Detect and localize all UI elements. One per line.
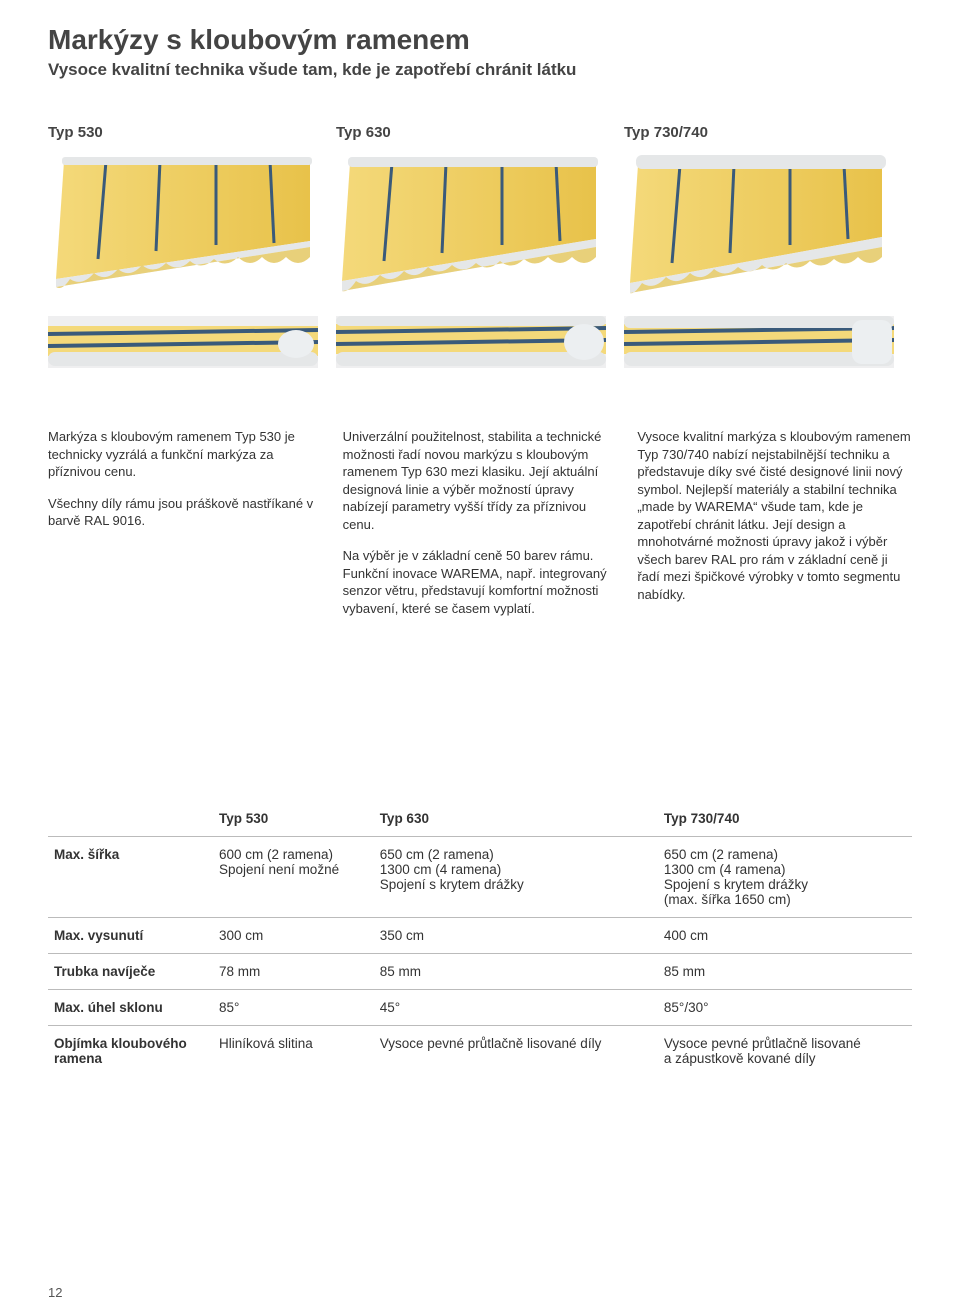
row-max-sirka: Max. šířka 600 cm (2 ramena) Spojení nen… xyxy=(48,837,912,918)
th-730: Typ 730/740 xyxy=(658,801,912,837)
cell: 650 cm (2 ramena) 1300 cm (4 ramena) Spo… xyxy=(658,837,912,918)
cell: 85 mm xyxy=(658,954,912,990)
row-label: Max. šířka xyxy=(48,837,213,918)
th-empty xyxy=(48,801,213,837)
cell: Vysoce pevné průtlačně lisované díly xyxy=(374,1026,658,1077)
body-columns: Markýza s kloubovým ramenem Typ 530 je t… xyxy=(48,428,912,631)
page-number: 12 xyxy=(48,1285,62,1300)
spec-table: Typ 530 Typ 630 Typ 730/740 Max. šířka 6… xyxy=(48,801,912,1076)
cell: Hliníková slitina xyxy=(213,1026,374,1077)
type-label-630: Typ 630 xyxy=(336,124,624,141)
cell: Vysoce pevné průtlačně lisované a zápust… xyxy=(658,1026,912,1077)
product-image-row xyxy=(48,153,912,368)
row-trubka: Trubka navíječe 78 mm 85 mm 85 mm xyxy=(48,954,912,990)
page-subtitle: Vysoce kvalitní technika všude tam, kde … xyxy=(48,60,912,80)
column-730: Vysoce kvalitní markýza s kloubovým rame… xyxy=(637,428,912,631)
type-label-530: Typ 530 xyxy=(48,124,336,141)
cell: 600 cm (2 ramena) Spojení není možné xyxy=(213,837,374,918)
cell: 85° xyxy=(213,990,374,1026)
c1-p2: Všechny díly rámu jsou práškově nastříka… xyxy=(48,495,323,530)
cell: 650 cm (2 ramena) 1300 cm (4 ramena) Spo… xyxy=(374,837,658,918)
c2-p2: Na výběr je v základní ceně 50 barev rám… xyxy=(343,547,618,617)
row-objimka: Objímka kloubového ramena Hliníková slit… xyxy=(48,1026,912,1077)
th-530: Typ 530 xyxy=(213,801,374,837)
awning-530 xyxy=(48,153,336,368)
awning-630 xyxy=(336,153,624,368)
row-label: Trubka navíječe xyxy=(48,954,213,990)
column-630: Univerzální použitelnost, stabilita a te… xyxy=(343,428,618,631)
row-label: Max. vysunutí xyxy=(48,918,213,954)
cell: 350 cm xyxy=(374,918,658,954)
cell: 45° xyxy=(374,990,658,1026)
c2-p1: Univerzální použitelnost, stabilita a te… xyxy=(343,428,618,533)
c3-p1: Vysoce kvalitní markýza s kloubovým rame… xyxy=(637,428,912,603)
c1-p1: Markýza s kloubovým ramenem Typ 530 je t… xyxy=(48,428,323,481)
cell: 400 cm xyxy=(658,918,912,954)
row-uhel: Max. úhel sklonu 85° 45° 85°/30° xyxy=(48,990,912,1026)
page-title: Markýzy s kloubovým ramenem xyxy=(48,24,912,56)
type-label-730: Typ 730/740 xyxy=(624,124,912,141)
cell: 85 mm xyxy=(374,954,658,990)
awning-730 xyxy=(624,153,912,368)
row-label: Objímka kloubového ramena xyxy=(48,1026,213,1077)
column-530: Markýza s kloubovým ramenem Typ 530 je t… xyxy=(48,428,323,631)
row-label: Max. úhel sklonu xyxy=(48,990,213,1026)
row-max-vysunuti: Max. vysunutí 300 cm 350 cm 400 cm xyxy=(48,918,912,954)
type-labels-row: Typ 530 Typ 630 Typ 730/740 xyxy=(48,124,912,141)
cell: 300 cm xyxy=(213,918,374,954)
cell: 85°/30° xyxy=(658,990,912,1026)
cell: 78 mm xyxy=(213,954,374,990)
th-630: Typ 630 xyxy=(374,801,658,837)
